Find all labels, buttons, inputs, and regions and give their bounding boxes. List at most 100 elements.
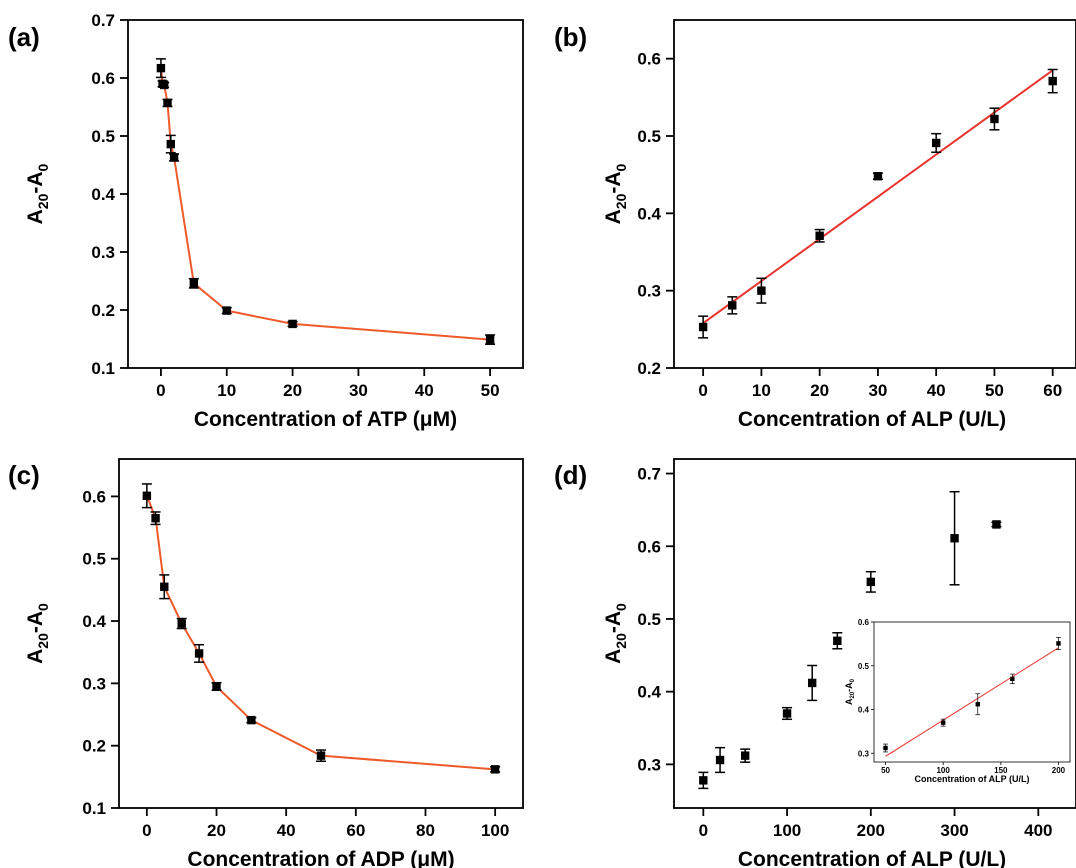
panel-c-series-line — [145, 495, 496, 771]
panel-a-data-point — [169, 153, 179, 162]
inset-y-tick-label: 0.3 — [858, 749, 870, 758]
panel-c-x-tick-label: 40 — [277, 821, 296, 840]
panel-b-data-point — [698, 322, 708, 332]
panel-c-data-point — [142, 491, 152, 500]
panel-b-data-point — [990, 114, 999, 124]
panel-c-y-tick-label: 0.5 — [82, 550, 106, 569]
panel-d-y-axis-title-part: -A — [602, 611, 625, 633]
inset-data-point — [1056, 641, 1061, 646]
panel-a-y-tick-label: 0.1 — [91, 359, 115, 378]
panel-d-data-point — [782, 709, 792, 718]
chart-panel-a: (a) 0 10 20 30 40 50 0.1 0.2 0.3 0.4 0.5 0.6 0.7 Conce… — [8, 11, 524, 431]
panel-b-x-tick-label: 0 — [698, 381, 707, 400]
panel-a-data-point — [189, 279, 199, 288]
panel-d-data-point — [992, 520, 1001, 529]
panel-b-data-point — [931, 138, 941, 148]
panel-d-data-point — [807, 678, 817, 688]
panel-b-data-point — [815, 231, 824, 240]
panel-c-y-axis-title-part: A — [24, 649, 47, 664]
panel-a-x-tick-label: 10 — [217, 381, 236, 400]
panel-d-data-point — [740, 751, 750, 760]
inset-x-tick-label: 50 — [881, 766, 890, 775]
panel-a-data-point — [288, 319, 297, 329]
panel-b-y-tick-label: 0.6 — [637, 50, 661, 69]
panel-b-y-tick-label: 0.3 — [637, 282, 661, 301]
inset-x-tick-label: 200 — [1052, 766, 1066, 775]
panel-b-y-axis-title-subscript: 20 — [613, 193, 629, 209]
panel-b-frame — [673, 19, 1076, 369]
panel-c-data-point — [151, 514, 160, 523]
panel-c-data-point — [160, 582, 169, 591]
panel-c-y-tick-label: 0.4 — [82, 612, 106, 631]
panel-a-y-tick-label: 0.5 — [91, 127, 115, 146]
panel-b-data-point — [728, 301, 737, 310]
panel-d-data-point — [699, 776, 708, 785]
panel-d-data-point — [866, 577, 876, 587]
inset-y-axis-title-subscript: 0 — [850, 678, 856, 682]
panel-b-x-tick-label: 60 — [1043, 381, 1062, 400]
panel-d-frame — [673, 458, 1076, 809]
panel-a-x-tick-label: 20 — [283, 381, 302, 400]
inset-y-tick-label: 0.6 — [858, 618, 870, 627]
panel-b-data-point — [757, 286, 766, 295]
panel-a-x-tick-label: 30 — [349, 381, 368, 400]
panel-b-x-tick-label: 10 — [752, 381, 771, 400]
panel-c-x-tick-label: 20 — [207, 821, 226, 840]
panel-a-x-axis-title: Concentration of ATP (μM) — [194, 408, 457, 431]
panel-a-data-point — [160, 80, 169, 90]
inset-x-axis-title: Concentration of ALP (U/L) — [915, 774, 1030, 784]
panel-label: (d) — [554, 460, 587, 490]
inset-y-axis-title-part: -A — [844, 682, 854, 692]
panel-b-y-tick-label: 0.4 — [637, 204, 661, 223]
panel-b-x-tick-label: 50 — [985, 381, 1004, 400]
panel-b-y-tick-label: 0.5 — [637, 127, 661, 146]
panel-d-x-tick-label: 400 — [1024, 821, 1052, 840]
panel-c-y-tick-label: 0.3 — [82, 674, 106, 693]
panel-d-y-axis-title-subscript: 20 — [613, 633, 629, 649]
panel-d-y-tick-label: 0.3 — [637, 755, 661, 774]
panel-a-y-axis-title-part: A — [24, 209, 47, 224]
panel-c-x-axis-title: Concentration of ADP (μM) — [187, 848, 454, 868]
panel-b-y-axis-title-part: -A — [602, 171, 625, 193]
panel-b-x-tick-label: 40 — [927, 381, 946, 400]
panel-c-data-point — [177, 619, 186, 628]
panel-label: (b) — [554, 22, 587, 52]
chart-panel-b: (b) 0 10 20 30 40 50 60 0.2 0.3 0.4 0.5 0.6 Concentra… — [554, 19, 1076, 431]
panel-a-x-tick-label: 40 — [415, 381, 434, 400]
inset-data-point — [975, 702, 980, 707]
panel-d-data-point — [950, 534, 959, 543]
inset-y-tick-label: 0.5 — [858, 662, 870, 671]
panel-b-x-tick-label: 30 — [868, 381, 887, 400]
panel-c-x-tick-label: 60 — [346, 821, 365, 840]
panel-a-data-point — [156, 63, 166, 73]
panel-a-data-point — [163, 98, 172, 108]
panel-b-x-axis-title: Concentration of ALP (U/L) — [738, 408, 1006, 431]
panel-c-x-tick-label: 0 — [142, 821, 151, 840]
panel-a-series-line — [159, 67, 491, 341]
inset-fit-line — [885, 647, 1059, 757]
panel-c-y-tick-label: 0.2 — [82, 737, 106, 756]
panel-c-data-point — [490, 765, 500, 774]
panel-b-data-point — [1048, 76, 1057, 86]
panel-a-y-tick-label: 0.3 — [91, 243, 115, 262]
panel-label: (c) — [8, 460, 40, 490]
panel-d-y-axis-title-subscript: 0 — [613, 603, 629, 611]
panel-c-x-tick-label: 80 — [416, 821, 435, 840]
panel-c-data-point — [194, 649, 204, 658]
panel-a-y-tick-label: 0.6 — [91, 69, 115, 88]
panel-c-data-point — [247, 715, 256, 725]
panel-b-y-axis-title-part: A — [602, 209, 625, 224]
inset-y-axis-title: A20-A0 — [844, 678, 856, 705]
panel-a-data-point — [485, 335, 495, 344]
inset-data-point — [1010, 676, 1015, 682]
inset-y-axis-title-subscript: 20 — [850, 691, 856, 698]
panel-c-y-axis-title-part: -A — [24, 611, 47, 633]
panel-a-x-tick-label: 50 — [481, 381, 500, 400]
inset-x-tick-label: 100 — [936, 766, 950, 775]
panel-d-x-tick-label: 0 — [699, 821, 708, 840]
panel-a-y-axis-title-subscript: 20 — [35, 193, 51, 209]
panel-d-x-tick-label: 100 — [773, 821, 801, 840]
panel-b-y-axis-title: A20-A0 — [602, 163, 629, 224]
